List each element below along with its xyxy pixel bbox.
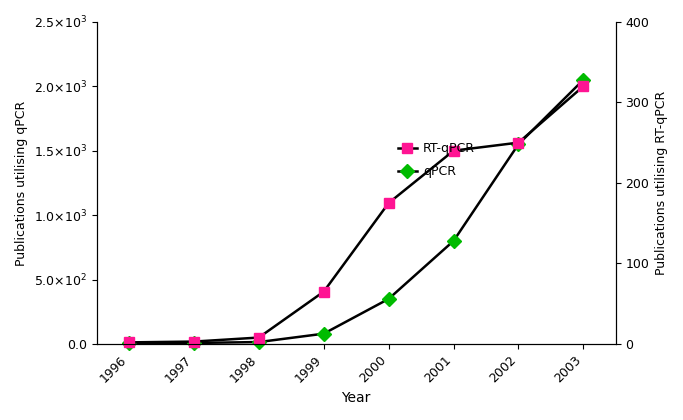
qPCR [579, 77, 587, 82]
RT-qPCR [449, 148, 458, 153]
Legend: RT-qPCR, qPCR: RT-qPCR, qPCR [393, 137, 479, 183]
qPCR [255, 339, 263, 344]
qPCR [385, 297, 393, 302]
RT-qPCR [385, 200, 393, 205]
RT-qPCR [514, 140, 522, 145]
RT-qPCR [579, 84, 587, 89]
qPCR [190, 341, 198, 346]
qPCR [514, 142, 522, 147]
RT-qPCR [320, 289, 328, 294]
qPCR [449, 239, 458, 244]
qPCR [320, 331, 328, 336]
RT-qPCR [255, 335, 263, 340]
qPCR [125, 341, 133, 346]
Line: RT-qPCR: RT-qPCR [124, 81, 588, 347]
Y-axis label: Publications utilising RT-qPCR: Publications utilising RT-qPCR [655, 91, 668, 275]
X-axis label: Year: Year [342, 391, 371, 405]
Y-axis label: Publications utilising qPCR: Publications utilising qPCR [15, 100, 28, 265]
RT-qPCR [190, 339, 198, 344]
Line: qPCR: qPCR [124, 75, 588, 348]
RT-qPCR [125, 340, 133, 345]
